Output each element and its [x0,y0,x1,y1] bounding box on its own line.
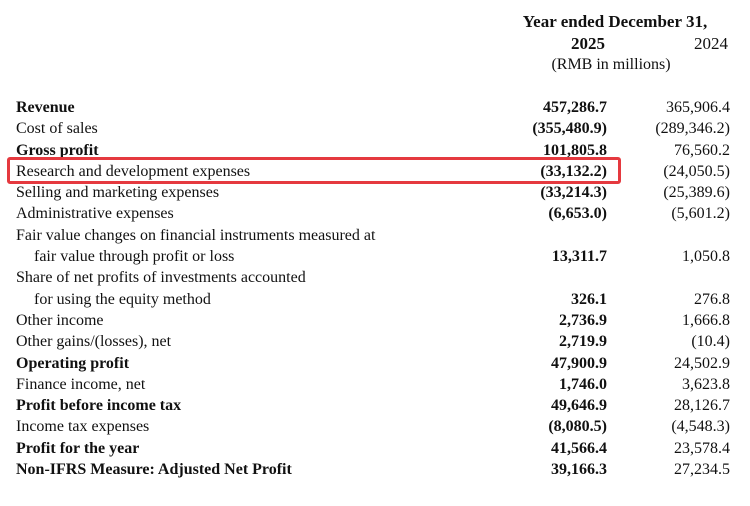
row-label: Research and development expenses [16,162,251,180]
row-label: Other gains/(losses), net [16,333,172,351]
value-2024: (4,548.3) [671,418,730,436]
table-row-income-tax: Income tax expenses (8,080.5) (4,548.3) [0,416,750,437]
row-label: fair value through profit or loss [34,248,235,266]
value-2025: 49,646.9 [551,397,607,415]
value-2024: (5,601.2) [671,205,730,223]
value-2025: (355,480.9) [532,120,607,138]
year-prior-heading: 2024 [694,34,728,53]
value-2024: 23,578.4 [674,439,730,457]
row-label: Finance income, net [16,375,146,393]
value-2024: 1,050.8 [682,248,730,266]
table-row-revenue: Revenue 457,286.7 365,906.4 [0,97,750,118]
value-2025: (6,653.0) [548,205,607,223]
unit-heading: (RMB in millions) [551,56,671,73]
table-row-operating-profit: Operating profit 47,900.9 24,502.9 [0,353,750,374]
table-row-other-income: Other income 2,736.9 1,666.8 [0,310,750,331]
value-2024: 3,623.8 [682,375,730,393]
value-2024: 28,126.7 [674,397,730,415]
table-row-other-gains: Other gains/(losses), net 2,719.9 (10.4) [0,331,750,352]
value-2024: 24,502.9 [674,354,730,372]
row-label: Gross profit [16,141,99,159]
row-label: Share of net profits of investments acco… [16,269,306,287]
value-2024: 276.8 [694,290,730,308]
row-label: Administrative expenses [16,205,174,223]
row-label: Other income [16,311,104,329]
table-row-finance-income: Finance income, net 1,746.0 3,623.8 [0,374,750,395]
table-row-profit-for-year: Profit for the year 41,566.4 23,578.4 [0,438,750,459]
row-label: Income tax expenses [16,418,150,436]
row-label: Selling and marketing expenses [16,184,220,202]
income-statement-table: Revenue 457,286.7 365,906.4 Cost of sale… [0,97,750,480]
table-row-adjusted-net-profit: Non-IFRS Measure: Adjusted Net Profit 39… [0,459,750,480]
table-row-research-development: Research and development expenses (33,13… [0,161,750,182]
value-2025: 2,719.9 [559,333,607,351]
row-label: Profit before income tax [16,397,182,415]
row-label: Non-IFRS Measure: Adjusted Net Profit [16,461,292,479]
table-row-share-net-profits-line1: Share of net profits of investments acco… [0,267,750,288]
value-2024: 365,906.4 [666,99,730,116]
table-row-cost-of-sales: Cost of sales (355,480.9) (289,346.2) [0,118,750,139]
table-row-selling-marketing: Selling and marketing expenses (33,214.3… [0,182,750,203]
value-2024: 1,666.8 [682,311,730,329]
table-row-administrative: Administrative expenses (6,653.0) (5,601… [0,203,750,224]
value-2024: (289,346.2) [655,120,730,138]
value-2024: 76,560.2 [674,141,730,159]
value-2025: (33,132.2) [540,162,607,180]
value-2024: (10.4) [691,333,730,351]
table-row-share-net-profits-line2: for using the equity method 326.1 276.8 [0,289,750,310]
row-label: Profit for the year [16,439,140,457]
row-label: Revenue [16,99,75,116]
period-heading: Year ended December 31, [522,12,708,31]
table-row-fair-value-line2: fair value through profit or loss 13,311… [0,246,750,267]
value-2025: 39,166.3 [551,461,607,479]
row-label: for using the equity method [34,290,211,308]
value-2025: 457,286.7 [543,99,607,116]
value-2025: 47,900.9 [551,354,607,372]
row-label: Cost of sales [16,120,98,138]
value-2025: 13,311.7 [551,248,607,266]
value-2024: (25,389.6) [663,184,730,202]
value-2025: 1,746.0 [559,375,607,393]
row-label: Operating profit [16,354,130,372]
row-label: Fair value changes on financial instrume… [16,226,376,244]
value-2025: 41,566.4 [551,439,607,457]
value-2025: (33,214.3) [540,184,607,202]
value-2024: 27,234.5 [674,461,730,479]
year-current-heading: 2025 [571,34,605,53]
table-row-gross-profit: Gross profit 101,805.8 76,560.2 [0,140,750,161]
value-2025: 101,805.8 [543,141,607,159]
value-2025: (8,080.5) [548,418,607,436]
table-row-fair-value-line1: Fair value changes on financial instrume… [0,225,750,246]
value-2024: (24,050.5) [663,162,730,180]
table-row-profit-before-tax: Profit before income tax 49,646.9 28,126… [0,395,750,416]
value-2025: 2,736.9 [559,311,607,329]
value-2025: 326.1 [571,290,607,308]
